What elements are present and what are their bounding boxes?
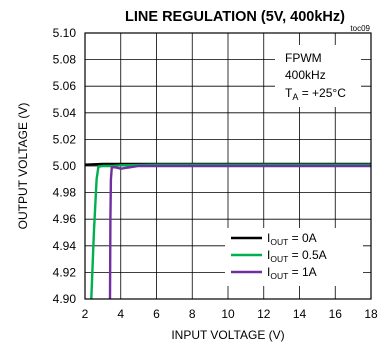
y-tick-label: 5.02 xyxy=(53,132,77,146)
x-tick-label: 18 xyxy=(364,307,378,321)
series-line-2 xyxy=(108,164,371,300)
plot-frame xyxy=(84,32,372,300)
legend-label-2: IOUT = 1A xyxy=(267,265,317,281)
series-layer xyxy=(84,162,371,300)
y-tick-label: 5.00 xyxy=(53,159,77,173)
x-tick-label: 2 xyxy=(82,307,89,321)
y-tick-label: 5.08 xyxy=(53,53,77,67)
y-tick-label: 4.92 xyxy=(53,265,77,279)
y-tick-label: 5.06 xyxy=(53,79,77,93)
y-tick-label: 5.04 xyxy=(53,106,77,120)
figure-code: toc09 xyxy=(350,24,370,33)
x-tick-label: 10 xyxy=(221,307,235,321)
y-tick-label: 4.96 xyxy=(53,212,77,226)
x-tick-label: 14 xyxy=(293,307,307,321)
x-tick-label: 16 xyxy=(329,307,343,321)
y-tick-label: 4.90 xyxy=(53,292,77,306)
legend-label-1: IOUT = 0.5A xyxy=(267,248,327,264)
y-axis-label: OUTPUT VOLTAGE (V) xyxy=(16,103,30,230)
x-tick-labels: 2 4 6 8 10 12 14 16 18 xyxy=(82,307,378,321)
x-tick-label: 6 xyxy=(153,307,160,321)
x-tick-label: 4 xyxy=(117,307,124,321)
x-axis-label: INPUT VOLTAGE (V) xyxy=(171,328,284,342)
y-tick-label: 4.94 xyxy=(53,239,77,253)
y-tick-label: 5.10 xyxy=(53,26,77,40)
chart-title: LINE REGULATION (5V, 400kHz) xyxy=(125,9,345,25)
y-tick-labels: 4.90 4.92 4.94 4.96 4.98 5.00 5.02 5.04 5.06 5.08… xyxy=(53,26,77,306)
legend-label-0: IOUT = 0A xyxy=(267,231,317,247)
annotation-mode: FPWM xyxy=(285,51,322,65)
x-tick-label: 8 xyxy=(189,307,196,321)
annotation-frequency: 400kHz xyxy=(285,68,326,82)
annotation-temperature: TA = +25°C xyxy=(285,86,346,102)
y-tick-label: 4.98 xyxy=(53,186,77,200)
x-tick-label: 12 xyxy=(257,307,271,321)
conditions-annotation: FPWM 400kHz TA = +25°C xyxy=(275,45,361,107)
